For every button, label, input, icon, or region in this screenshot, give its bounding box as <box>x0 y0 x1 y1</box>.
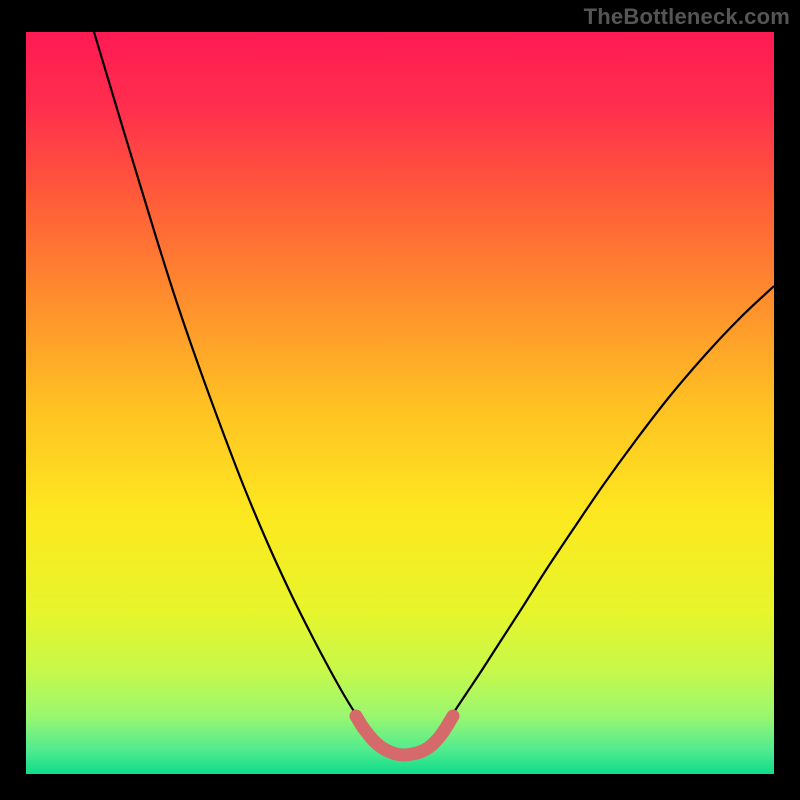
trough-highlight <box>356 716 453 755</box>
chart-curves <box>26 32 774 774</box>
frame-right <box>774 32 800 774</box>
watermark-text: TheBottleneck.com <box>584 4 790 30</box>
plot-area <box>26 32 774 774</box>
frame-left <box>0 32 26 774</box>
frame-bottom <box>0 774 800 800</box>
bottleneck-curve <box>94 32 774 755</box>
